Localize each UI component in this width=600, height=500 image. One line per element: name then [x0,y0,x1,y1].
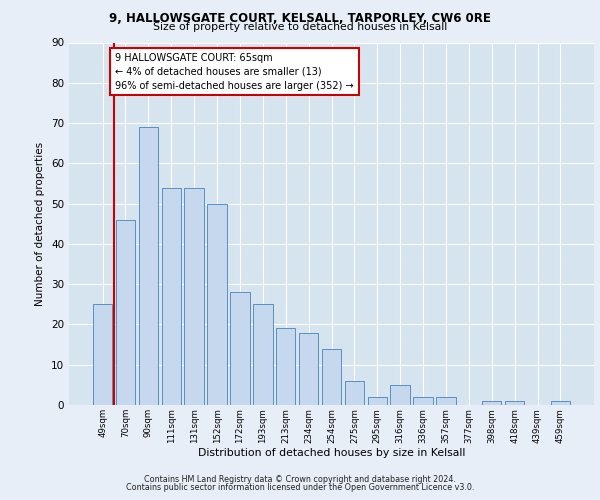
Bar [299,332,319,405]
Bar [344,381,364,405]
Bar [505,401,524,405]
X-axis label: Distribution of detached houses by size in Kelsall: Distribution of detached houses by size … [198,448,465,458]
Text: 9, HALLOWSGATE COURT, KELSALL, TARPORLEY, CW6 0RE: 9, HALLOWSGATE COURT, KELSALL, TARPORLEY… [109,12,491,26]
Bar [161,188,181,405]
Text: 9 HALLOWSGATE COURT: 65sqm
← 4% of detached houses are smaller (13)
96% of semi-: 9 HALLOWSGATE COURT: 65sqm ← 4% of detac… [115,52,354,90]
Text: Size of property relative to detached houses in Kelsall: Size of property relative to detached ho… [153,22,447,32]
Bar [276,328,295,405]
Bar [116,220,135,405]
Bar [482,401,502,405]
Bar [253,304,272,405]
Bar [436,397,455,405]
Bar [208,204,227,405]
Bar [184,188,204,405]
Y-axis label: Number of detached properties: Number of detached properties [35,142,46,306]
Bar [230,292,250,405]
Text: Contains public sector information licensed under the Open Government Licence v3: Contains public sector information licen… [126,483,474,492]
Bar [368,397,387,405]
Bar [391,385,410,405]
Bar [322,348,341,405]
Bar [139,127,158,405]
Text: Contains HM Land Registry data © Crown copyright and database right 2024.: Contains HM Land Registry data © Crown c… [144,475,456,484]
Bar [413,397,433,405]
Bar [551,401,570,405]
Bar [93,304,112,405]
